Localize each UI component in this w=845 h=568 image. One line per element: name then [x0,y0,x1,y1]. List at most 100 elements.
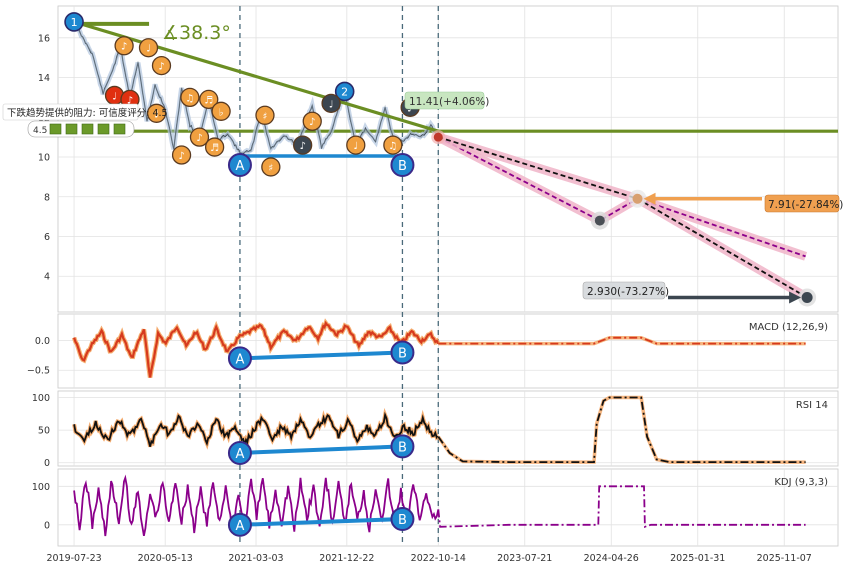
marker-number-label: 2 [341,85,348,98]
price-y-tick-label: 10 [38,153,50,164]
kdj-divergence-line [239,517,403,527]
x-tick-label: 2025-11-07 [757,553,812,564]
kdj-y-tick-label: 100 [32,482,50,493]
kdj-line [73,474,440,537]
marker-note-label: ♩ [112,91,117,102]
marker-note [171,145,192,165]
marker-note [293,135,313,155]
forecast-mid-dot [632,193,643,204]
macd-y-tick-label: 0.0 [35,336,50,347]
marker-note [383,135,403,155]
trend-angle-label: ∡38.3° [162,22,231,44]
rsi-panel-label: RSI 14 [796,400,828,411]
x-tick-label: 2019-07-23 [46,553,101,564]
score-star-icon [113,123,126,135]
kdj-divergence-marker-a [227,512,252,537]
score-star-icon [65,123,78,135]
target-mid-callout: 7.91(-27.84%) [764,194,843,213]
panel-frame-macd [57,313,839,389]
marker-note [151,55,172,76]
marker-note-label: ♪ [121,42,127,53]
kdj-panel-label: KDJ (9,3,3) [774,477,828,488]
rsi-y-tick-label: 50 [38,426,50,437]
last-price-callout: 11.41(+4.06%) [404,91,489,110]
marker-note [321,93,341,114]
rsi-divergence-line [239,444,403,455]
forecast-low-dot [594,215,605,226]
resistance-annotation-text: 下跌趋势提供的阻力: 可信度评分: 4.5 [7,107,168,119]
rsi-divergence-marker-a [227,440,252,465]
marker-letter-B [390,153,415,178]
macd-divergence-marker-b [390,340,415,365]
marker-note [255,105,275,125]
marker-note [346,135,366,155]
macd-divergence-label: B [398,346,407,361]
target-low-arrow-head [789,291,802,304]
forecast-start-dot [433,132,443,142]
axis-ticks: 2019-07-23 2020-05-13 2021-03-03 2021-12-22… [27,33,812,564]
marker-note-label: ♯ [268,163,273,174]
marker-note-label: ♪ [196,133,202,144]
score-stars [49,123,126,135]
score-star-icon [49,123,62,135]
marker-number-2 [334,81,355,102]
x-tick-label: 2025-01-31 [670,553,725,564]
last-price-label: 11.41(+4.06%) [409,96,489,108]
marker-note-label: ♩ [146,44,151,55]
rsi-divergence-marker-b [390,434,415,459]
target-mid-arrow-head [643,192,656,205]
macd-y-tick-label: −0.5 [27,366,50,377]
marker-note-label: ♭ [219,107,224,118]
marker-number-label: 1 [71,16,78,29]
trend-line [73,20,439,133]
score-star-icon [81,123,94,135]
marker-note [261,157,281,177]
marker-note [189,127,210,147]
price-y-tick-label: 8 [44,192,50,203]
marker-note-label: ♪ [309,117,315,128]
marker-note-label: ♪ [127,95,133,106]
price-y-tick-label: 14 [38,73,50,84]
price-y-tick-label: 4 [44,272,50,283]
rsi-divergence-label: B [398,440,407,455]
marker-note [204,137,225,157]
score-star-icon [97,123,110,135]
marker-note [146,103,167,123]
kdj-forecast-line [437,485,806,529]
target-mid-label: 7.91(-27.84%) [768,199,843,211]
forecast-end-dot [801,291,813,303]
rsi-divergence-label: A [235,447,244,462]
marker-note-label: ♬ [210,143,219,154]
macd-divergence-marker-a [227,346,252,371]
macd-divergence-line [239,350,403,361]
marker-note [138,38,159,58]
marker-note-label: ♫ [388,141,397,152]
kdj-divergence-marker-b [390,507,415,532]
marker-note-label: ♬ [204,95,213,106]
kdj-divergence-label: B [398,513,407,528]
forecast-path [437,136,806,258]
rsi-forecast-line [437,396,806,463]
marker-note-label: ♪ [178,151,184,162]
marker-note-label: ♯ [263,111,268,122]
x-tick-label: 2021-12-22 [319,553,374,564]
score-badge: 4.5 [27,120,135,138]
marker-note-label: ♪ [299,141,305,152]
price-y-tick-label: 16 [38,33,50,44]
kdj-divergence-label: A [235,519,244,534]
target-low-callout: 2.930(-73.27%) [582,281,669,300]
x-tick-label: 2021-03-03 [228,553,283,564]
marker-note [211,101,231,121]
macd-divergence-label: A [235,352,244,367]
panel-frame-kdj [57,468,839,547]
marker-note-label: ♩ [353,141,358,152]
macd-forecast-line [438,336,806,345]
marker-letter-label: B [398,159,407,174]
marker-number-1 [64,12,84,32]
marker-letter-A [227,153,252,178]
marker-note-label: ♫ [185,93,194,104]
